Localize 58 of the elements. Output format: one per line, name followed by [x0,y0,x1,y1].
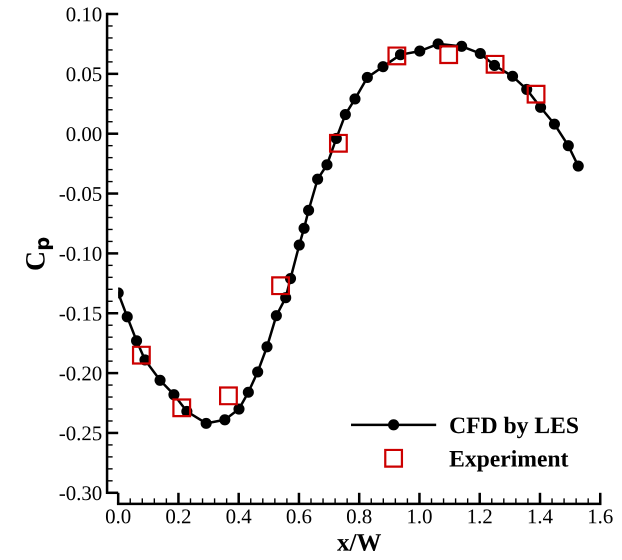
point [340,108,351,120]
point [548,118,560,130]
point [414,46,426,57]
point [456,40,468,52]
point [172,398,192,418]
point [562,140,574,152]
point [219,386,238,406]
x-tick-label: 1.0 [408,509,432,524]
point [572,160,584,172]
point [312,174,324,185]
point [252,366,264,378]
point [261,341,273,352]
point [349,93,361,105]
x-axis-title: x/W [337,534,382,551]
y-axis-title: C$_{p}$ [26,238,54,270]
x-tick-label: 0.8 [346,509,372,524]
y-tick-label: -0.20 [60,366,102,381]
y-tick-label: -0.10 [60,246,102,261]
point [168,389,180,400]
point [328,134,348,153]
x-tick-label: 1.6 [589,509,613,524]
x-tick-label: 1.2 [468,509,492,524]
y-tick-label: -0.30 [60,486,102,500]
point [219,414,230,426]
point [439,45,458,64]
y-tick-label: 0.00 [66,127,102,142]
legend-label: Experiment [449,450,568,472]
point [242,386,254,398]
point [486,54,505,74]
x-tick-label: 0.4 [226,509,252,524]
legend-label: CFD by LES [450,416,578,438]
point [200,418,212,429]
y-tick-label: 0.10 [66,7,102,22]
y-tick-label: -0.15 [60,306,102,321]
point [233,403,245,415]
x-tick-label: 0.6 [286,509,312,524]
point [387,46,406,66]
point [154,374,166,386]
point [122,311,133,322]
point [362,72,373,83]
y-tick-label: 0.05 [66,67,102,82]
point [507,70,518,82]
point [526,84,546,104]
y-tick-label: -0.05 [60,186,102,202]
y-tick-label: -0.25 [60,426,102,440]
point [132,346,151,365]
point [131,335,142,346]
point [321,159,333,170]
point [298,222,310,234]
point [271,276,290,296]
x-tick-label: 0.0 [106,509,130,524]
point [377,61,389,72]
point [294,239,305,251]
x-tick-label: 1.4 [528,509,553,524]
x-tick-label: 0.2 [166,509,190,524]
point [270,310,282,322]
point [303,204,314,216]
point [474,48,486,60]
